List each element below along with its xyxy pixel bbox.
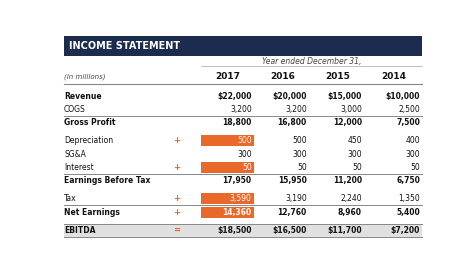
Text: 1,350: 1,350 [398,194,420,203]
Text: $16,500: $16,500 [273,226,307,235]
Text: Net Earnings: Net Earnings [64,208,120,217]
Text: 50: 50 [297,163,307,172]
Text: $18,500: $18,500 [217,226,252,235]
Text: 500: 500 [237,136,252,145]
Text: +: + [173,136,180,145]
Text: 3,590: 3,590 [230,194,252,203]
Text: INCOME STATEMENT: INCOME STATEMENT [69,41,180,51]
Text: 12,000: 12,000 [333,118,362,127]
Bar [201,135,254,146]
Text: 8,960: 8,960 [338,208,362,217]
Text: Earnings Before Tax: Earnings Before Tax [64,176,150,185]
Text: Interest: Interest [64,163,94,172]
Text: =: = [173,226,180,235]
Text: 17,950: 17,950 [223,176,252,185]
Text: 5,400: 5,400 [396,208,420,217]
Text: $10,000: $10,000 [385,92,420,100]
Text: 15,950: 15,950 [278,176,307,185]
Text: Revenue: Revenue [64,92,101,100]
Text: 3,200: 3,200 [230,105,252,114]
Text: 3,200: 3,200 [285,105,307,114]
Text: 14,360: 14,360 [223,208,252,217]
Text: 2,500: 2,500 [398,105,420,114]
Text: 2014: 2014 [382,72,407,81]
Text: Depreciation: Depreciation [64,136,113,145]
Bar [201,206,254,217]
Text: 2017: 2017 [215,72,240,81]
Text: 400: 400 [405,136,420,145]
Text: 7,500: 7,500 [396,118,420,127]
Text: 50: 50 [242,163,252,172]
Text: 450: 450 [347,136,362,145]
Text: 3,190: 3,190 [285,194,307,203]
Text: $15,000: $15,000 [328,92,362,100]
Text: 11,200: 11,200 [333,176,362,185]
Text: +: + [173,163,180,172]
Text: $7,200: $7,200 [391,226,420,235]
Text: 50: 50 [352,163,362,172]
Text: +: + [173,194,180,203]
Text: 6,750: 6,750 [396,176,420,185]
Bar [201,162,254,173]
Bar [64,36,422,57]
Text: 300: 300 [347,150,362,158]
Text: 3,000: 3,000 [340,105,362,114]
Text: 2,240: 2,240 [340,194,362,203]
Text: EBITDA: EBITDA [64,226,96,235]
Text: 16,800: 16,800 [278,118,307,127]
Text: $20,000: $20,000 [273,92,307,100]
Text: Year ended December 31,: Year ended December 31, [262,57,361,66]
Text: +: + [173,208,180,217]
Text: $11,700: $11,700 [328,226,362,235]
Text: SG&A: SG&A [64,150,86,158]
Text: $22,000: $22,000 [217,92,252,100]
Text: 12,760: 12,760 [278,208,307,217]
Text: Gross Profit: Gross Profit [64,118,116,127]
Text: Tax: Tax [64,194,77,203]
Bar [201,193,254,205]
Text: 300: 300 [405,150,420,158]
Text: 300: 300 [237,150,252,158]
Text: 2015: 2015 [325,72,350,81]
Text: 500: 500 [292,136,307,145]
Bar [64,224,422,237]
Text: (in millions): (in millions) [64,73,106,80]
Text: COGS: COGS [64,105,86,114]
Text: 50: 50 [410,163,420,172]
Text: 300: 300 [292,150,307,158]
Text: 2016: 2016 [270,72,295,81]
Text: 18,800: 18,800 [222,118,252,127]
